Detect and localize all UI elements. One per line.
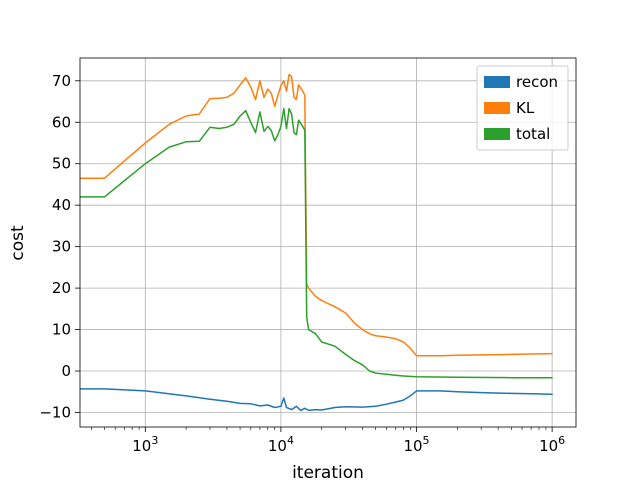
- y-tick-label: 50: [52, 155, 71, 173]
- y-tick-label: 30: [52, 238, 71, 256]
- legend-label-recon: recon: [516, 73, 558, 91]
- y-tick-label: 70: [52, 72, 71, 90]
- x-tick-exponent: 6: [558, 434, 565, 447]
- legend-label-KL: KL: [516, 99, 535, 117]
- series-line-recon: [80, 388, 553, 412]
- x-tick-label: 103: [132, 434, 158, 455]
- series-line-KL: [80, 73, 553, 357]
- x-tick-base: 10: [268, 437, 287, 455]
- x-axis-label: iteration: [292, 463, 364, 480]
- plot-frame: [79, 57, 577, 428]
- y-tick-label: 0: [61, 362, 71, 380]
- legend-swatch-recon: [484, 76, 510, 88]
- x-tick-exponent: 3: [151, 434, 158, 447]
- y-tick-label: 20: [52, 279, 71, 297]
- x-tick-exponent: 5: [423, 434, 430, 447]
- x-axis-ticks: 103 104 105 106: [91, 427, 565, 455]
- legend-swatch-KL: [484, 102, 510, 114]
- y-tick-label: −10: [39, 403, 71, 421]
- y-tick-label: 40: [52, 196, 71, 214]
- y-axis-ticks: −10 0 10 20 30 40 50 60 70: [39, 72, 80, 421]
- y-tick-label: 10: [52, 321, 71, 339]
- x-tick-label: 105: [403, 434, 429, 455]
- x-tick-label: 104: [268, 434, 294, 455]
- x-tick-label: 106: [539, 434, 565, 455]
- series-line-total: [80, 107, 553, 379]
- series-lines: [80, 73, 553, 412]
- legend: recon KL total: [476, 65, 569, 151]
- x-tick-base: 10: [539, 437, 558, 455]
- x-tick-exponent: 4: [287, 434, 294, 447]
- x-tick-base: 10: [132, 437, 151, 455]
- legend-label-total: total: [516, 125, 550, 143]
- x-tick-base: 10: [403, 437, 422, 455]
- y-axis-label: cost: [8, 225, 28, 261]
- legend-swatch-total: [484, 128, 510, 140]
- y-tick-label: 60: [52, 113, 71, 131]
